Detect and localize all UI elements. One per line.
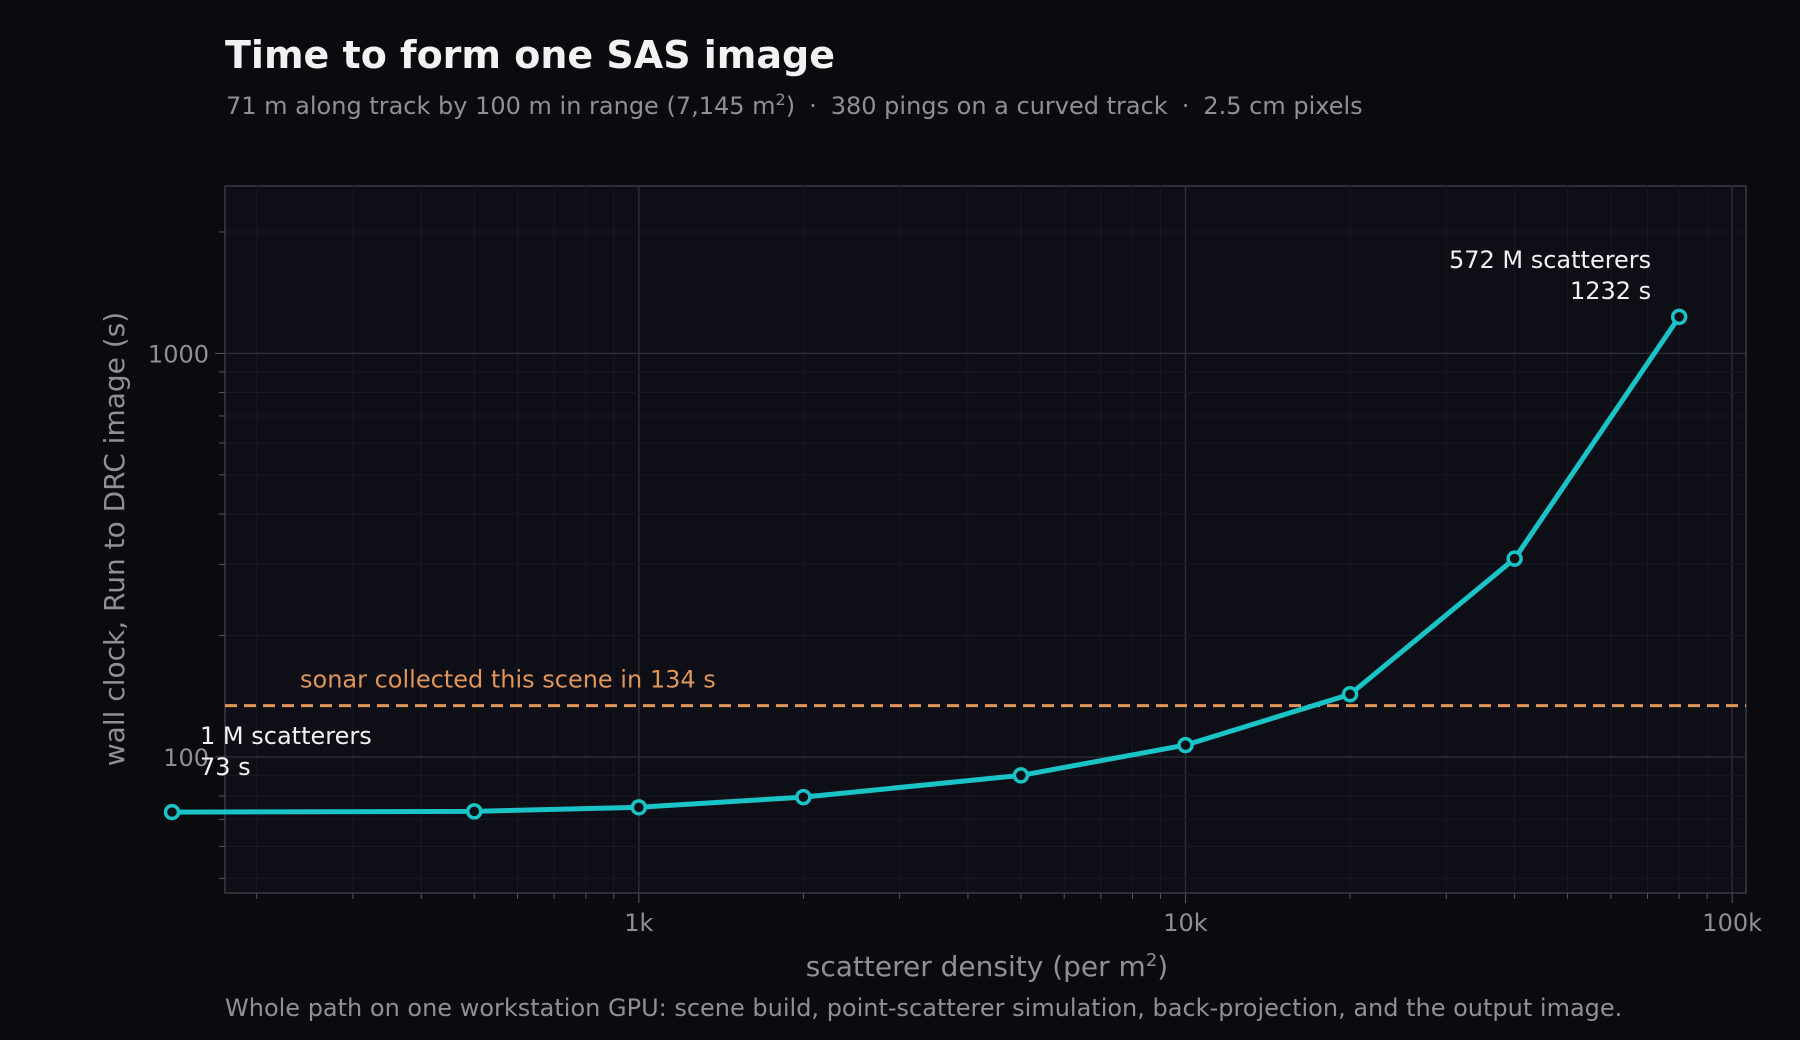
subtitle-extent: 71 m along track by 100 m in range (7,14… <box>226 92 776 120</box>
x-axis-label-close: ) <box>1157 950 1168 983</box>
subtitle-pings: 380 pings on a curved track <box>831 92 1168 120</box>
y-axis-label: wall clock, Run to DRC image (s) <box>98 312 131 766</box>
annotation-label: 1 M scatterers <box>200 722 372 750</box>
x-axis-label-superscript: 2 <box>1146 950 1157 971</box>
footnote: Whole path on one workstation GPU: scene… <box>225 994 1622 1022</box>
y-tick-label: 100 <box>163 744 209 772</box>
subtitle-separator: · <box>809 92 817 120</box>
data-point <box>1506 550 1523 567</box>
x-axis-label-text: scatterer density (per m <box>806 950 1146 983</box>
axis-ticks: 1k 10k 100k 100 1000 <box>148 231 1762 937</box>
data-point <box>163 803 181 821</box>
series-group <box>163 308 1688 821</box>
chart-title: Time to form one SAS image <box>225 33 835 77</box>
y-tick-label: 1000 <box>148 340 209 368</box>
data-point <box>1670 308 1688 326</box>
subtitle-extent-superscript: 2 <box>776 90 786 109</box>
grid <box>225 186 1746 893</box>
annotation-value: 73 s <box>200 753 251 781</box>
reference-line-label: sonar collected this scene in 134 s <box>300 666 716 694</box>
annotation-value: 1232 s <box>1570 277 1651 305</box>
reference-line-group: sonar collected this scene in 134 s <box>225 666 1746 708</box>
x-axis-label: scatterer density (per m2) <box>806 950 1168 983</box>
plot-area <box>224 185 1747 894</box>
data-point <box>1012 767 1030 784</box>
data-point <box>1177 736 1194 754</box>
x-tick-label: 10k <box>1163 909 1208 937</box>
data-point <box>465 803 483 820</box>
subtitle-separator: · <box>1182 92 1190 120</box>
chart-subtitle: 71 m along track by 100 m in range (7,14… <box>226 90 1363 120</box>
data-point <box>1341 686 1359 703</box>
x-tick-label: 100k <box>1702 909 1762 937</box>
annotation-label: 572 M scatterers <box>1449 246 1651 274</box>
x-tick-label: 1k <box>624 909 653 937</box>
annotations: 1 M scatterers 73 s 572 M scatterers 1232 s <box>200 246 1651 781</box>
data-point <box>795 788 812 806</box>
subtitle-extent-close: ) <box>786 92 795 120</box>
subtitle-pixels: 2.5 cm pixels <box>1203 92 1362 120</box>
data-point <box>630 799 648 816</box>
